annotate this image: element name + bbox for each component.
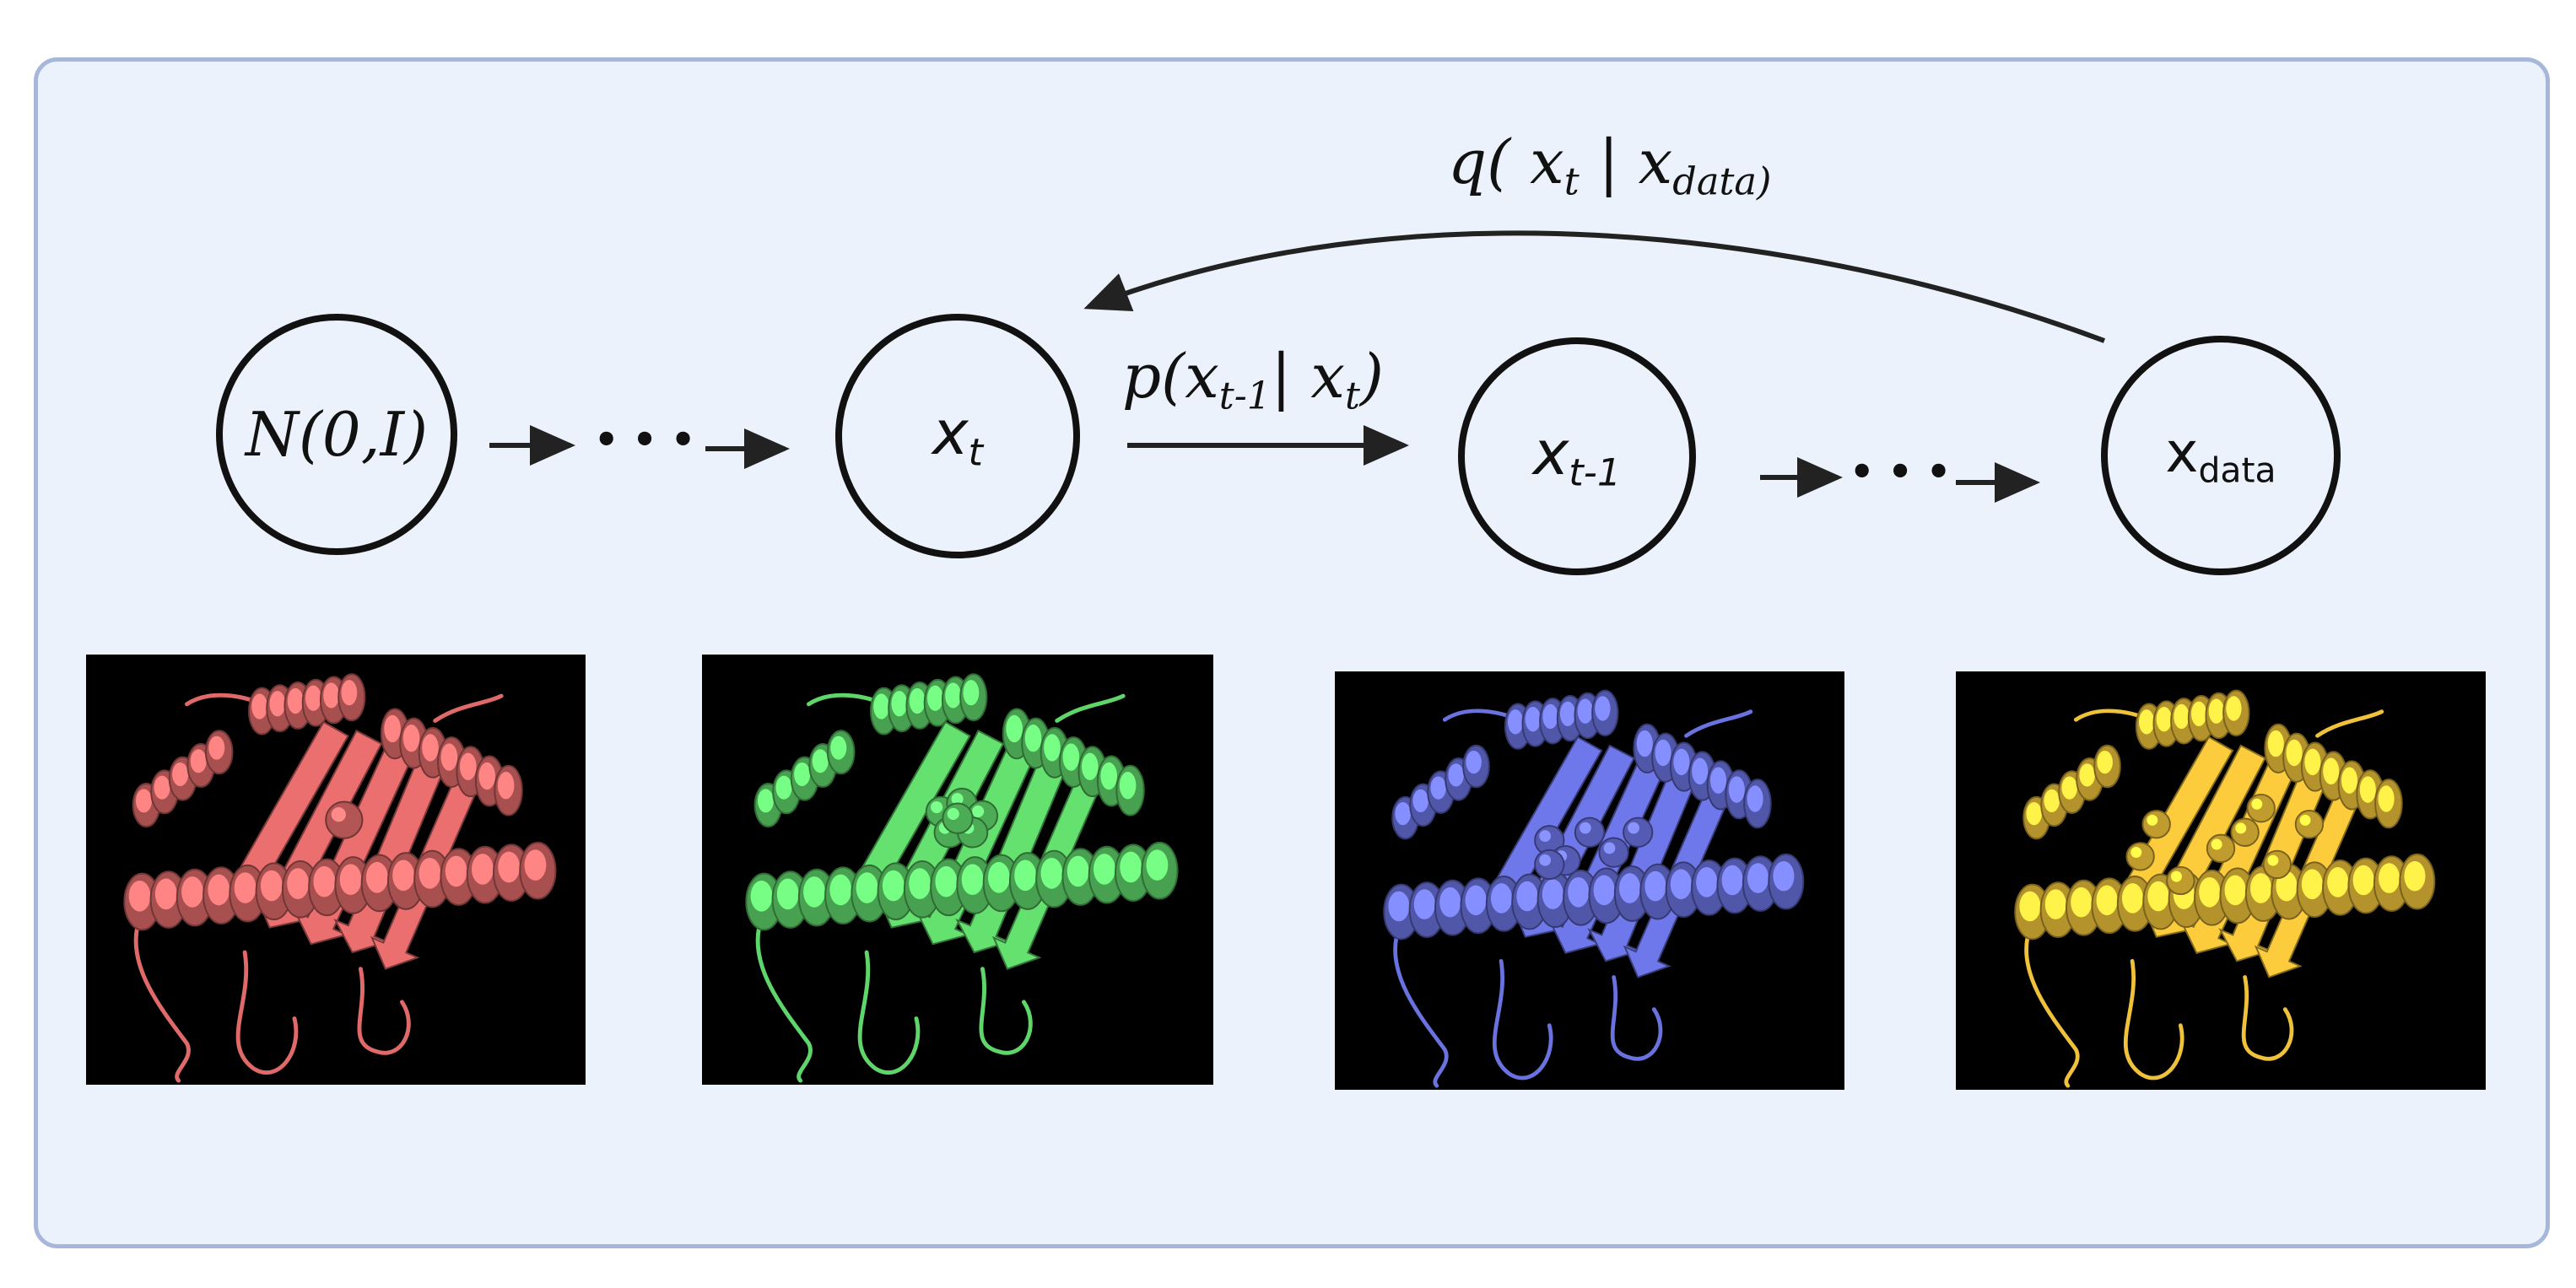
coil-loop bbox=[2315, 709, 2384, 738]
helix bbox=[1383, 853, 1805, 940]
label-reverse-step: p(xt-1| xt) bbox=[1122, 341, 1384, 418]
coil-loop bbox=[1610, 975, 1663, 1061]
ellipsis-right: • • • bbox=[1850, 449, 1952, 494]
coil-loop bbox=[1055, 693, 1126, 723]
label-forward-noise: q( xt | xdata) bbox=[1448, 127, 1772, 204]
ellipsis-left: • • • bbox=[594, 417, 696, 462]
protein-structure-green bbox=[702, 655, 1213, 1085]
ligand-sphere bbox=[2262, 849, 2292, 880]
coil-loop bbox=[2024, 935, 2080, 1088]
coil-loop bbox=[357, 967, 411, 1055]
node-noise-label: N(0,I) bbox=[245, 399, 429, 470]
coil-loop bbox=[755, 925, 813, 1083]
helix bbox=[2014, 853, 2436, 940]
ligand-sphere bbox=[2206, 833, 2236, 864]
helix bbox=[2264, 723, 2403, 829]
ligand-sphere bbox=[1534, 849, 1565, 881]
coil-loop bbox=[979, 967, 1033, 1055]
node-xt-label: xt bbox=[932, 397, 984, 475]
ligand-sphere bbox=[325, 800, 364, 839]
node-xdata-label: xdata bbox=[2165, 420, 2276, 491]
ligand-sphere bbox=[1623, 816, 1654, 848]
protein-structure-salmon bbox=[86, 655, 586, 1085]
coil-loop bbox=[433, 693, 504, 723]
node-xt1-label: xt-1 bbox=[1532, 418, 1622, 495]
ligand-sphere bbox=[1598, 837, 1629, 868]
helix bbox=[2022, 744, 2121, 840]
coil-loop bbox=[1493, 959, 1553, 1081]
node-xdata: xdata bbox=[2101, 336, 2341, 575]
helix bbox=[380, 708, 523, 816]
arrow-q-curve bbox=[1083, 230, 2106, 343]
ligand-sphere bbox=[942, 802, 974, 834]
coil-loop bbox=[235, 950, 299, 1075]
node-noise-prior: N(0,I) bbox=[216, 314, 457, 555]
helix bbox=[2135, 689, 2250, 750]
helix bbox=[132, 730, 234, 827]
ligand-sphere bbox=[2141, 810, 2171, 839]
helix bbox=[1391, 744, 1490, 840]
helix bbox=[745, 841, 1179, 931]
helix bbox=[1633, 723, 1772, 829]
protein-structure-blue bbox=[1335, 671, 1844, 1090]
node-xt: xt bbox=[835, 314, 1080, 558]
ligand-sphere bbox=[2125, 842, 2155, 871]
ligand-sphere bbox=[2166, 865, 2195, 896]
helix bbox=[869, 673, 988, 736]
protein-structure-gold bbox=[1956, 671, 2486, 1090]
ligand-sphere bbox=[1574, 816, 1606, 848]
coil-loop bbox=[2241, 975, 2294, 1061]
helix bbox=[123, 841, 557, 931]
helix bbox=[753, 730, 856, 827]
helix bbox=[1504, 689, 1619, 750]
helix bbox=[247, 673, 366, 736]
coil-loop bbox=[1684, 709, 1753, 738]
coil-loop bbox=[133, 925, 191, 1083]
node-xt-minus-1: xt-1 bbox=[1458, 337, 1696, 575]
ligand-sphere bbox=[2246, 793, 2276, 823]
ligand-sphere bbox=[2294, 810, 2325, 839]
coil-loop bbox=[1393, 935, 1449, 1088]
coil-loop bbox=[857, 950, 921, 1075]
helix bbox=[1002, 708, 1145, 816]
coil-loop bbox=[2124, 959, 2184, 1081]
ligand-sphere bbox=[2230, 817, 2260, 847]
